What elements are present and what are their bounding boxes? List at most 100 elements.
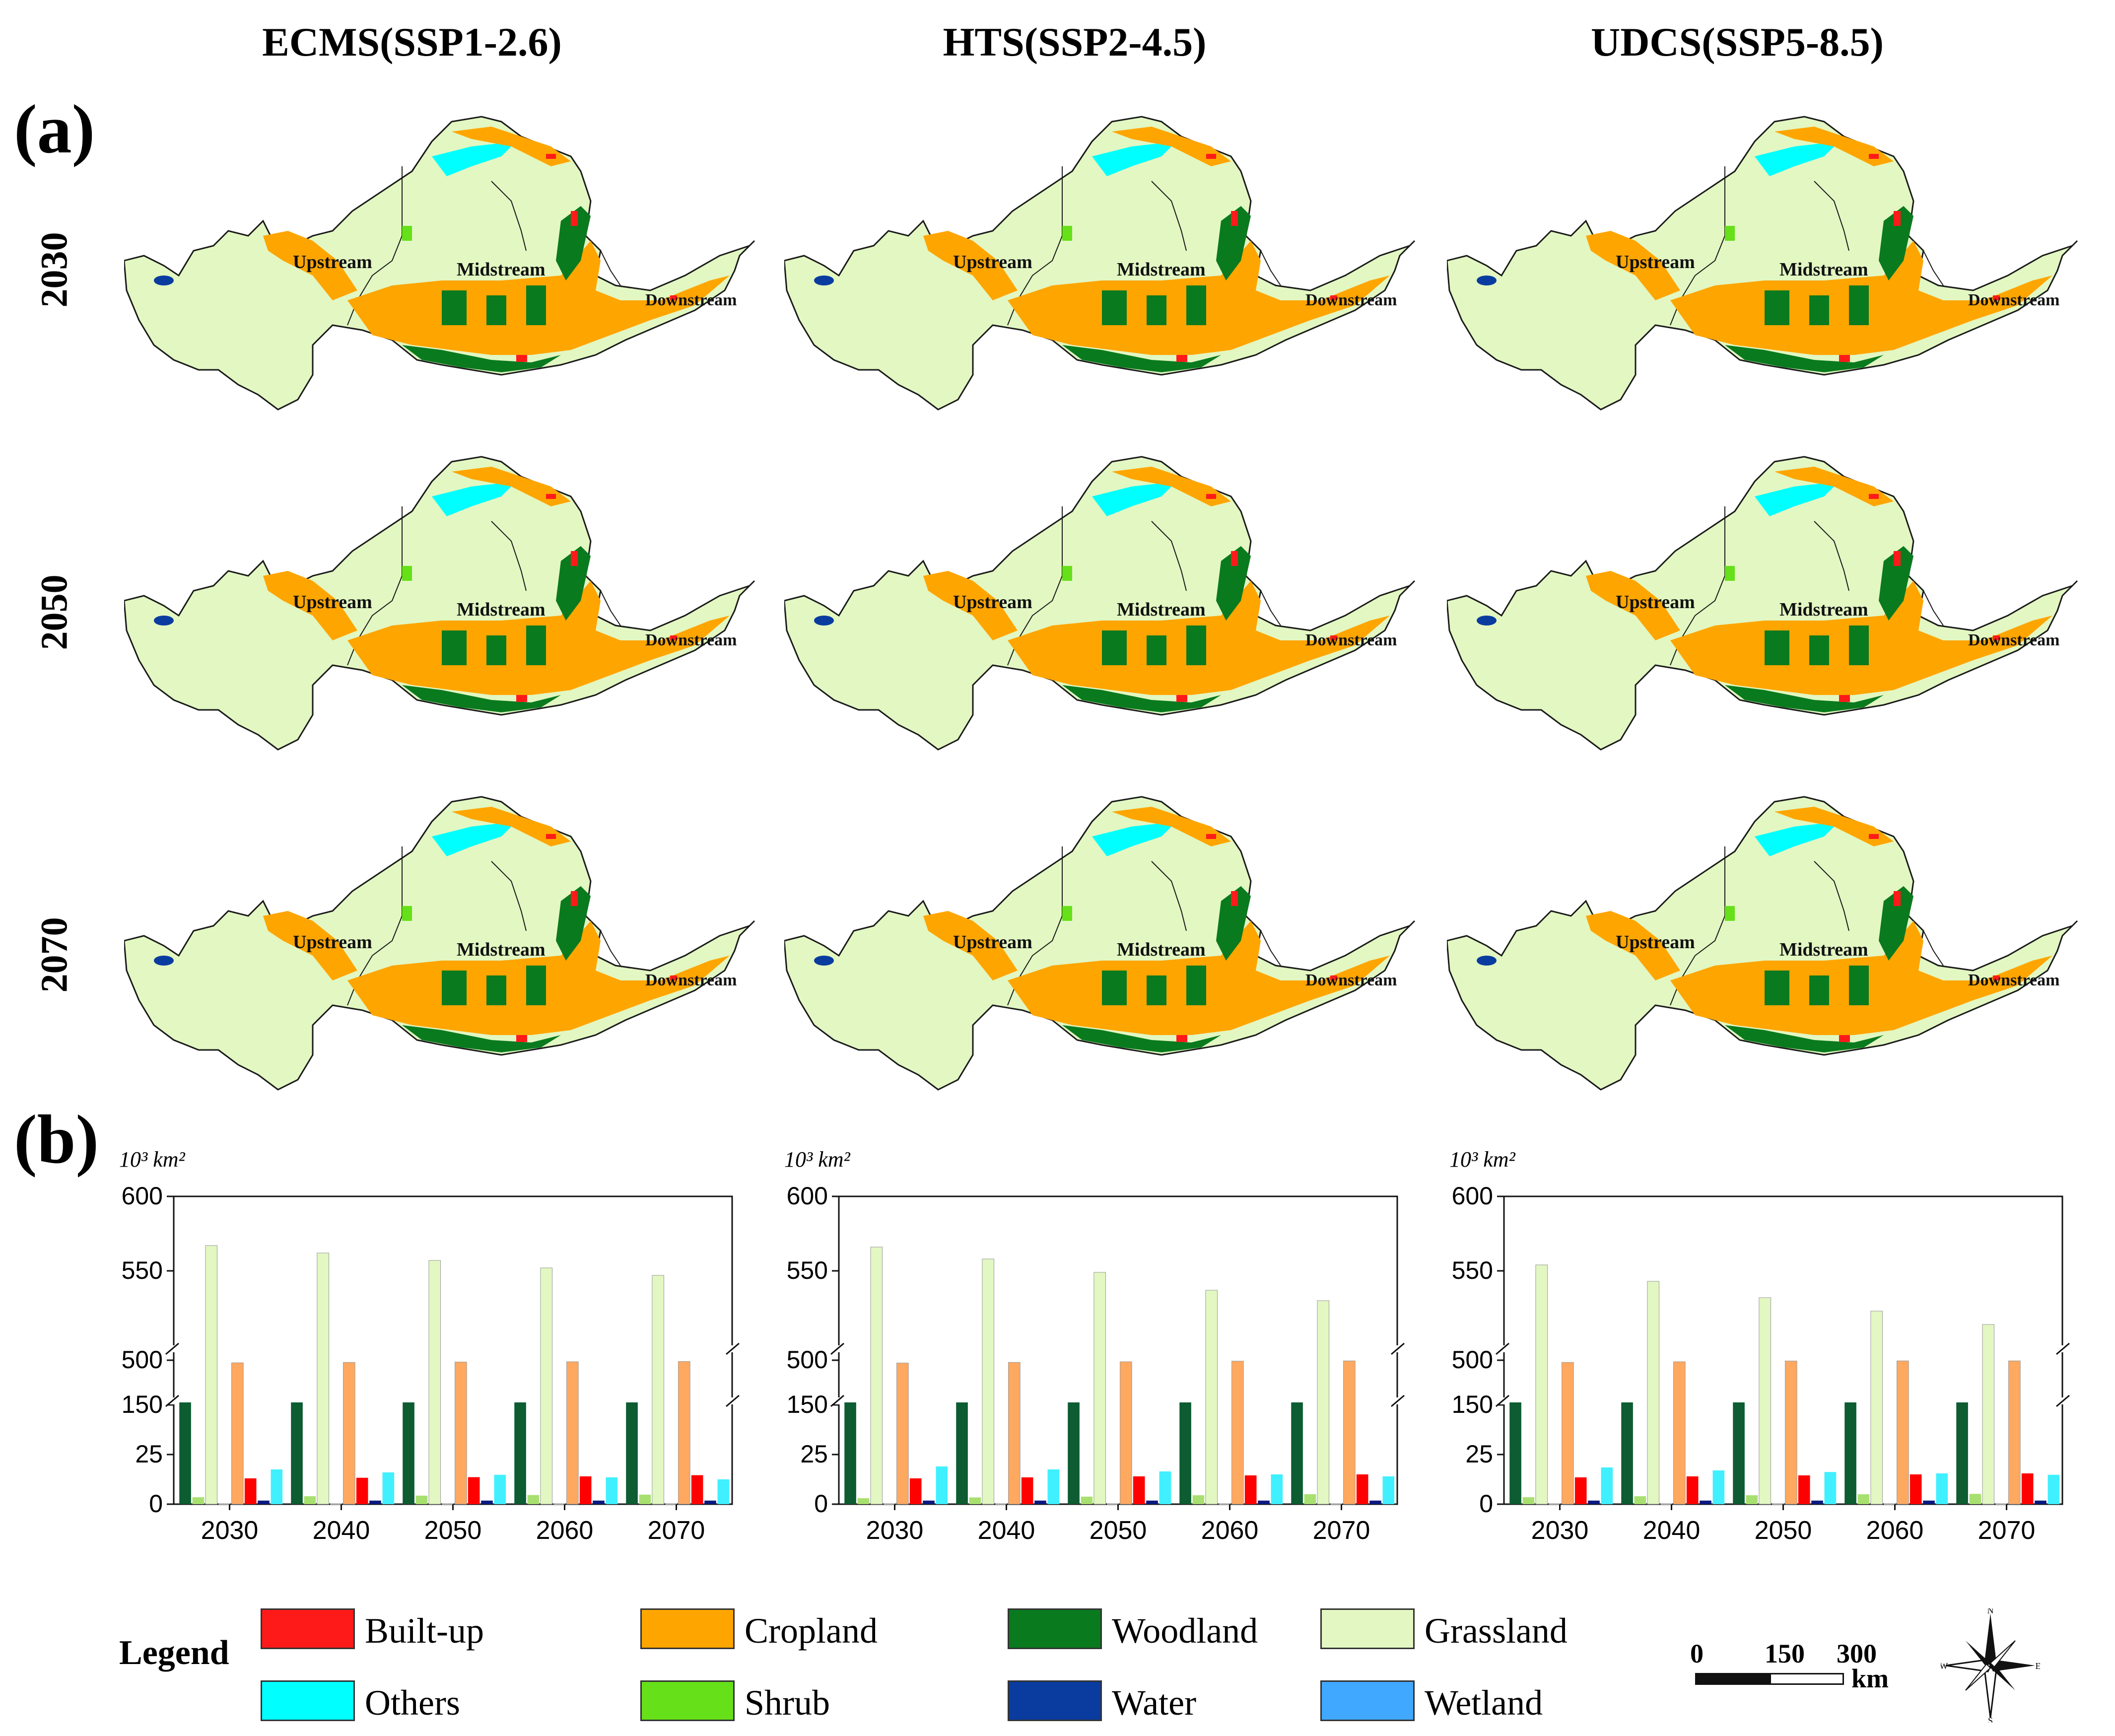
water-patch (1477, 616, 1497, 625)
builtup-patch-4 (1993, 635, 2000, 640)
map-udcs-2050: Upstream Midstream Downstream (1447, 456, 2078, 751)
legend-label: Wetland (1425, 1683, 1543, 1723)
bar-water-2030 (1588, 1500, 1600, 1504)
label-midstream: Midstream (457, 599, 546, 620)
sub-basin-boundary (1151, 861, 1187, 931)
legend-swatch (1008, 1680, 1102, 1721)
y-tick-label: 600 (1452, 1182, 1493, 1210)
bar-shrub-2030 (192, 1497, 205, 1504)
bar-shrub-2030 (1522, 1497, 1535, 1504)
x-tick-label: 2050 (1090, 1516, 1147, 1545)
bar-others-2050 (1772, 1503, 1784, 1505)
bar-grassland-2030 (870, 1247, 883, 1505)
cropland-patch-west (923, 911, 1018, 980)
bar-built-up-2060 (1910, 1474, 1922, 1504)
bar-cropland-2050 (1785, 1361, 1797, 1505)
bar-woodland-2050 (1068, 1402, 1080, 1504)
bar-cropland-2050 (1120, 1361, 1132, 1505)
legend-label: Grassland (1425, 1611, 1568, 1651)
woodland-patch-south (1062, 345, 1221, 372)
cropland-patch-north (1774, 127, 1894, 166)
y-tick-label: 550 (787, 1256, 828, 1284)
label-upstream: Upstream (953, 252, 1032, 273)
axis-break-mark (2056, 1342, 2070, 1355)
cropland-patch-west (1586, 571, 1680, 640)
bar-woodland-2070 (1956, 1402, 1968, 1504)
bar-others-2060 (1884, 1503, 1896, 1505)
axis-break-mark (165, 1342, 179, 1355)
woodland-patch-south (1725, 1025, 1884, 1052)
bar-others-2050 (442, 1503, 454, 1505)
builtup-patch-1 (1231, 891, 1238, 906)
builtup-patch-1 (571, 211, 578, 226)
builtup-patch-4 (1993, 975, 2000, 980)
woodland-patch-south (402, 1025, 561, 1052)
bar-grassland-2040 (317, 1252, 330, 1505)
builtup-patch-4 (1330, 635, 1337, 640)
year-label-2030: 2030 (33, 232, 75, 308)
shrub-patch (1725, 566, 1735, 581)
axis-break-mark (1391, 1342, 1405, 1355)
woodland-patch-3 (1849, 625, 1869, 665)
bar-shrub-2040 (1634, 1496, 1646, 1504)
bar-grassland-2060 (540, 1267, 553, 1505)
bar-unused-land-2060 (1936, 1473, 1948, 1504)
bar-shrub-2070 (639, 1494, 651, 1504)
sub-basin-boundary (1814, 181, 1849, 251)
bar-grassland-2070 (1317, 1300, 1330, 1505)
bar-water-2070 (704, 1500, 716, 1504)
label-downstream: Downstream (1305, 291, 1397, 309)
bar-cropland-2040 (1008, 1362, 1021, 1505)
label-midstream: Midstream (1117, 939, 1206, 960)
cropland-patch-west (923, 231, 1018, 300)
label-downstream: Downstream (1968, 291, 2059, 309)
legend-label: Others (365, 1683, 460, 1723)
x-tick-label: 2070 (1313, 1516, 1370, 1545)
bar-built-up-2070 (2021, 1473, 2034, 1504)
legend-swatch (1008, 1608, 1102, 1649)
water-patch (1477, 956, 1497, 966)
axis-break-mark (830, 1394, 844, 1407)
bar-woodland-2050 (1733, 1402, 1745, 1504)
map-hts-2030: Upstream Midstream Downstream (784, 116, 1416, 411)
woodland-patch-ridge (1879, 546, 1913, 621)
y-tick-label: 0 (814, 1490, 828, 1518)
bar-grassland-2050 (1759, 1297, 1772, 1505)
bar-water-2050 (1146, 1500, 1158, 1504)
bar-shrub-2040 (304, 1496, 316, 1504)
water-patch (814, 276, 834, 285)
bar-others-2040 (1660, 1503, 1672, 1505)
shrub-patch (1062, 906, 1072, 921)
bar-cropland-2030 (1562, 1362, 1574, 1505)
unit-label: 10³ km² (1449, 1147, 1515, 1172)
label-upstream: Upstream (293, 592, 372, 613)
y-tick-label: 600 (122, 1182, 163, 1210)
label-upstream: Upstream (953, 932, 1032, 953)
builtup-patch-1 (571, 551, 578, 566)
woodland-patch-2 (486, 975, 506, 1005)
bar-built-up-2040 (356, 1477, 368, 1504)
bar-woodland-2070 (626, 1402, 638, 1504)
midstream-downstream-boundary (1260, 250, 1281, 286)
y-tick-label: 550 (1452, 1256, 1493, 1284)
builtup-patch-4 (1330, 295, 1337, 300)
bar-others-2070 (1330, 1503, 1342, 1505)
builtup-patch-4 (1330, 975, 1337, 980)
cropland-patch-north (452, 127, 571, 166)
chart-hts: 10³ km² 0 25 150 500 550 600 2030 2040 2050 2060 20… (784, 1147, 1405, 1545)
bar-woodland-2060 (514, 1402, 526, 1504)
shrub-patch (402, 906, 412, 921)
label-midstream: Midstream (1779, 599, 1868, 620)
axis-break-mark (830, 1342, 844, 1355)
legend-swatch (261, 1680, 355, 1721)
bar-water-2040 (1700, 1500, 1711, 1504)
bar-others-2030 (1549, 1503, 1561, 1505)
midstream-downstream-boundary (1923, 590, 1944, 626)
woodland-patch-3 (1186, 966, 1206, 1005)
woodland-patch-ridge (556, 546, 591, 621)
bar-built-up-2060 (579, 1476, 592, 1504)
woodland-patch-south (1725, 685, 1884, 712)
y-tick-label: 150 (122, 1390, 163, 1418)
builtup-patch-1 (1894, 211, 1901, 226)
axis-break-mark (726, 1342, 740, 1355)
